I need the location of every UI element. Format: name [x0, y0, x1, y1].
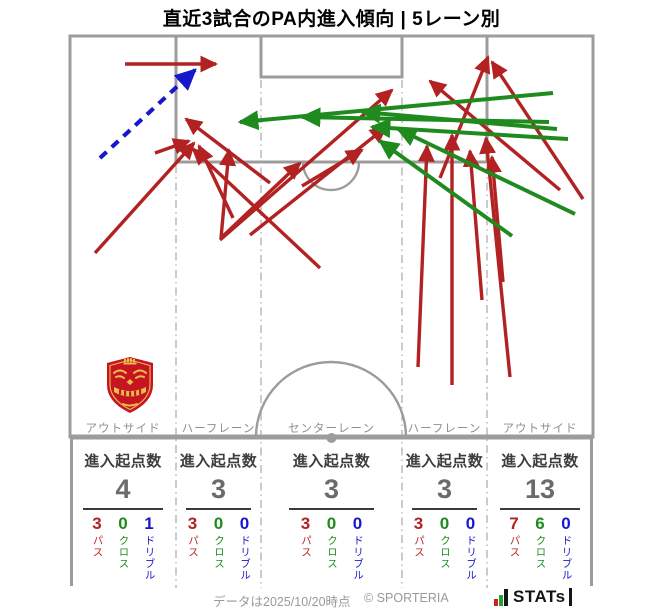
dribble-label: ドリブル — [143, 535, 156, 581]
lane-stats-column: 進入起点数 4 3 パス 0 クロス 1 ドリブル — [70, 446, 176, 588]
lane-stats-column: 進入起点数 3 3 パス 0 クロス 0 ドリブル — [402, 446, 487, 588]
centre-spot — [326, 433, 337, 443]
entry-total: 4 — [115, 474, 131, 504]
cross-label: クロス — [439, 535, 451, 570]
entry-arrows — [93, 55, 585, 385]
divider — [412, 508, 477, 510]
dribble-count: 1 — [144, 514, 154, 533]
pass-label: パス — [413, 535, 425, 558]
pass-count: 3 — [92, 514, 102, 533]
entry-arrow-pass — [248, 125, 388, 237]
entry-arrow-pass — [479, 135, 512, 378]
entry-arrow-pass — [154, 138, 191, 155]
cross-label: クロス — [213, 535, 225, 570]
entry-arrow-pass — [490, 60, 585, 200]
entry-arrow-pass — [220, 161, 302, 239]
cross-count: 0 — [439, 514, 450, 533]
centre-circle — [254, 360, 408, 438]
lane-label-half-left: ハーフレーン — [181, 423, 256, 435]
dribble-count: 0 — [465, 514, 476, 533]
divider — [289, 508, 374, 510]
divider — [499, 508, 581, 510]
copyright: © SPORTERIA — [364, 591, 449, 605]
data-timestamp: データは2025/10/20時点 — [213, 595, 351, 609]
lane-stats-column: 進入起点数 13 7 パス 6 クロス 0 ドリブル — [487, 446, 593, 588]
stats-logo: STATs — [494, 588, 572, 606]
entry-arrow-pass — [484, 154, 505, 283]
entry-arrow-cross — [359, 103, 558, 131]
dribble-label: ドリブル — [352, 535, 364, 581]
entry-arrow-pass — [438, 55, 491, 179]
dribble-label: ドリブル — [239, 535, 251, 581]
cross-count: 0 — [213, 514, 224, 533]
cross-label: クロス — [534, 535, 547, 570]
stat-header: 進入起点数 — [405, 453, 484, 470]
stats-logo-bar — [568, 588, 572, 606]
dribble-label: ドリブル — [465, 535, 477, 581]
entry-total: 3 — [210, 474, 227, 504]
entry-arrow-pass — [93, 141, 196, 255]
lane-label-outside-right: アウトサイド — [502, 423, 578, 435]
entry-arrow-pass — [416, 143, 435, 368]
stat-header: 進入起点数 — [292, 453, 371, 470]
lane-label-centre: センターレーン — [288, 423, 375, 435]
entry-arrow-pass — [462, 148, 484, 301]
entry-total: 3 — [323, 474, 340, 504]
stat-header: 進入起点数 — [179, 453, 258, 470]
entry-arrow-dribble — [98, 68, 197, 160]
dribble-count: 0 — [561, 514, 571, 533]
pitch-lines — [68, 34, 595, 588]
entry-arrow-cross — [378, 139, 514, 238]
lane-stats-column: 進入起点数 3 3 パス 0 クロス 0 ドリブル — [261, 446, 402, 588]
pass-count: 3 — [187, 514, 198, 533]
lane-label-half-right: ハーフレーン — [407, 423, 482, 435]
pass-label: パス — [91, 535, 104, 558]
pass-label: パス — [508, 535, 521, 558]
penalty-arc — [301, 161, 361, 192]
entry-arrow-pass — [191, 147, 322, 270]
pass-label: パス — [300, 535, 312, 558]
pass-count: 3 — [413, 514, 424, 533]
goal-area — [259, 34, 404, 79]
entry-total: 3 — [436, 474, 453, 504]
entry-arrow-pass — [219, 147, 237, 239]
entry-arrow-pass — [301, 148, 364, 188]
cross-label: クロス — [326, 535, 338, 570]
dribble-count: 0 — [352, 514, 363, 533]
cross-count: 0 — [326, 514, 337, 533]
page-title: 直近3試合のPA内進入傾向 | 5レーン別 — [162, 9, 501, 30]
pass-label: パス — [187, 535, 199, 558]
entry-arrow-cross — [237, 91, 554, 131]
pass-count: 7 — [509, 514, 519, 533]
entry-arrow-cross — [395, 127, 576, 216]
bar-chart-icon — [494, 589, 508, 606]
divider — [186, 508, 251, 510]
cross-count: 0 — [118, 514, 128, 533]
team-logo — [107, 357, 153, 413]
pass-count: 3 — [300, 514, 311, 533]
cross-label: クロス — [117, 535, 130, 570]
stat-header: 進入起点数 — [501, 453, 579, 470]
stats-logo-text: STATs — [513, 587, 566, 606]
lane-label-outside-left: アウトサイド — [85, 423, 161, 435]
lane-stats-column: 進入起点数 3 3 パス 0 クロス 0 ドリブル — [176, 446, 261, 588]
cross-count: 6 — [535, 514, 545, 533]
divider — [82, 508, 164, 510]
stat-header: 進入起点数 — [84, 453, 162, 470]
entry-total: 13 — [524, 474, 556, 504]
dribble-label: ドリブル — [560, 535, 573, 581]
dribble-count: 0 — [239, 514, 250, 533]
